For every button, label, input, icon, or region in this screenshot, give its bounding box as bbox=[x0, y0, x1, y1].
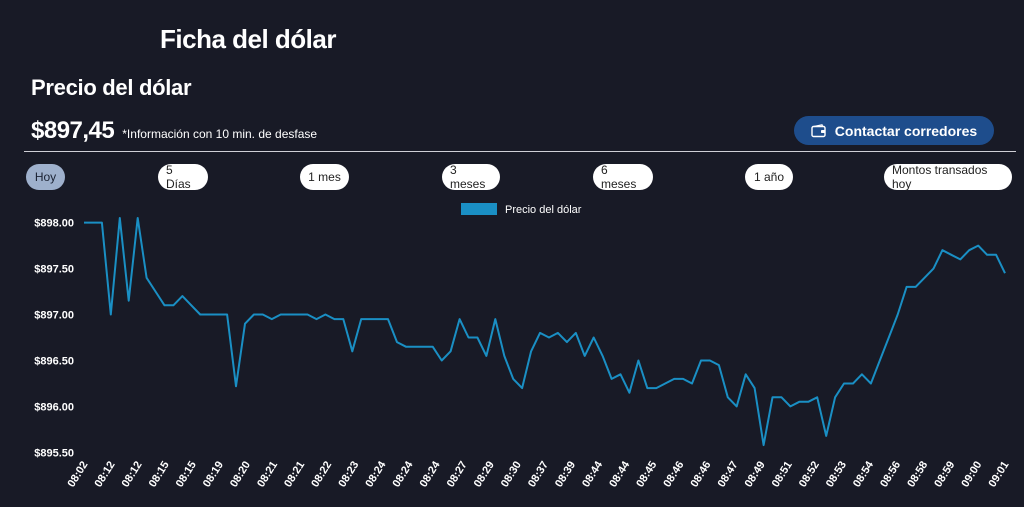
range-tab-label: 3 meses bbox=[450, 163, 486, 191]
x-tick-label: 08:23 bbox=[336, 459, 361, 489]
price-line-chart: Precio del dólar $898.00$897.50$897.00$8… bbox=[34, 203, 1012, 489]
x-tick-label: 08:54 bbox=[851, 458, 877, 489]
range-tab-label: 1 mes bbox=[308, 170, 341, 184]
y-tick-label: $896.50 bbox=[34, 355, 74, 367]
range-tab-today[interactable]: Hoy bbox=[26, 164, 65, 190]
x-tick-label: 08:24 bbox=[391, 458, 417, 489]
x-tick-label: 08:12 bbox=[120, 459, 145, 489]
range-tab-1-year[interactable]: 1 año bbox=[745, 164, 793, 190]
x-tick-label: 09:01 bbox=[986, 459, 1011, 489]
x-tick-label: 08:20 bbox=[228, 459, 253, 489]
range-tab-3-months[interactable]: 3 meses bbox=[442, 163, 500, 191]
x-tick-label: 08:39 bbox=[553, 459, 578, 489]
range-tab-traded-amounts[interactable]: Montos transados hoy bbox=[884, 163, 1012, 191]
y-tick-label: $896.00 bbox=[34, 401, 74, 413]
x-tick-label: 08:37 bbox=[526, 459, 551, 489]
header-divider bbox=[24, 151, 1016, 152]
contact-brokers-label: Contactar corredores bbox=[834, 122, 978, 139]
series-line bbox=[84, 217, 1006, 447]
range-tab-6-months[interactable]: 6 meses bbox=[593, 163, 653, 191]
range-tab-label: Hoy bbox=[34, 170, 57, 184]
range-tab-label: 6 meses bbox=[601, 163, 637, 191]
range-tab-label: 5 Días bbox=[166, 163, 191, 191]
range-tab-label: 1 año bbox=[753, 170, 785, 184]
y-tick-label: $895.50 bbox=[34, 447, 74, 459]
range-tab-1-month[interactable]: 1 mes bbox=[300, 164, 349, 190]
y-tick-label: $897.50 bbox=[34, 264, 74, 276]
x-tick-label: 08:27 bbox=[445, 459, 470, 489]
range-tab-label: Montos transados hoy bbox=[892, 163, 988, 191]
x-axis: 08:02 08:12 08:12 08:15 08:15 08:19 08:20 08:21… bbox=[65, 458, 1011, 489]
x-tick-label: 08:51 bbox=[770, 459, 795, 489]
x-tick-label: 08:44 bbox=[607, 458, 633, 489]
x-tick-label: 08:12 bbox=[93, 459, 118, 489]
range-tab-5-days[interactable]: 5 Días bbox=[158, 163, 208, 191]
x-tick-label: 08:58 bbox=[905, 459, 930, 489]
x-tick-label: 08:02 bbox=[65, 459, 90, 489]
price-delay-note: *Información con 10 min. de desfase bbox=[122, 127, 318, 141]
contact-brokers-button[interactable]: Contactar corredores bbox=[794, 116, 994, 145]
x-tick-label: 08:21 bbox=[282, 459, 307, 489]
x-tick-label: 08:29 bbox=[472, 459, 497, 489]
x-tick-label: 08:30 bbox=[499, 459, 524, 489]
section-title: Precio del dólar bbox=[31, 75, 192, 100]
x-tick-label: 08:52 bbox=[797, 459, 822, 489]
x-tick-label: 08:46 bbox=[688, 459, 713, 489]
x-tick-label: 08:46 bbox=[661, 459, 686, 489]
y-axis: $898.00 $897.50 $897.00 $896.50 $896.00 $895.… bbox=[34, 218, 74, 460]
x-tick-label: 08:44 bbox=[580, 458, 606, 489]
x-tick-label: 08:59 bbox=[932, 459, 957, 489]
x-tick-label: 08:45 bbox=[634, 459, 659, 489]
y-tick-label: $898.00 bbox=[34, 218, 74, 230]
wallet-icon bbox=[811, 123, 826, 137]
y-tick-label: $897.00 bbox=[34, 310, 74, 322]
current-price: $897,45 bbox=[31, 117, 115, 144]
x-tick-label: 08:47 bbox=[716, 459, 741, 489]
x-tick-label: 08:53 bbox=[824, 459, 849, 489]
x-tick-label: 08:56 bbox=[878, 459, 903, 489]
page-title: Ficha del dólar bbox=[160, 24, 337, 54]
x-tick-label: 08:15 bbox=[147, 459, 172, 489]
x-tick-label: 08:19 bbox=[201, 459, 226, 489]
x-tick-label: 08:24 bbox=[363, 458, 389, 489]
chart-legend: Precio del dólar bbox=[461, 203, 582, 216]
legend-label: Precio del dólar bbox=[505, 204, 582, 216]
x-tick-label: 08:15 bbox=[174, 459, 199, 489]
x-tick-label: 08:22 bbox=[309, 459, 334, 489]
x-tick-label: 08:21 bbox=[255, 459, 280, 489]
price-row: $897,45 *Información con 10 min. de desf… bbox=[31, 117, 317, 145]
x-tick-label: 08:24 bbox=[418, 458, 444, 489]
series-layer bbox=[84, 217, 1006, 447]
x-tick-label: 08:49 bbox=[743, 459, 768, 489]
x-tick-label: 09:00 bbox=[959, 459, 984, 489]
legend-swatch bbox=[461, 203, 497, 215]
